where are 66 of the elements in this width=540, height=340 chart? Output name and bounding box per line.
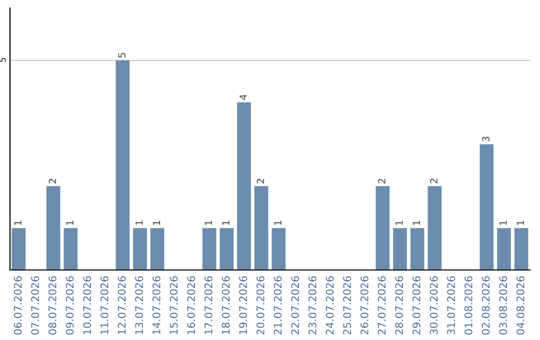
x-tick-label: 17.07.2026 — [204, 276, 212, 334]
bar — [116, 60, 130, 270]
x-tick-label: 03.08.2026 — [499, 276, 508, 335]
data-label: 4 — [240, 94, 247, 100]
x-tick-label: 21.07.2026 — [274, 276, 282, 334]
data-label: 1 — [396, 220, 403, 225]
data-label: 2 — [378, 178, 386, 184]
x-tick-label: 08.07.2026 — [48, 276, 56, 335]
data-label: 1 — [222, 220, 230, 225]
bar — [393, 228, 407, 270]
bar — [272, 228, 286, 270]
data-label: 1 — [274, 220, 282, 225]
bar — [480, 144, 494, 270]
bar — [220, 228, 234, 270]
data-label: 1 — [136, 220, 143, 225]
data-label: 2 — [48, 178, 56, 184]
bar — [12, 228, 26, 270]
bar — [150, 228, 164, 270]
data-label: 5 — [118, 52, 126, 58]
x-tick-label: 12.07.2026 — [118, 276, 126, 334]
bar — [254, 186, 268, 270]
x-tick-label: 31.07.2026 — [447, 276, 456, 334]
x-tick-label: 09.07.2026 — [66, 276, 74, 335]
x-tick-label: 26.07.2026 — [360, 276, 368, 334]
data-label: 1 — [204, 220, 212, 225]
x-tick-label: 18.07.2026 — [222, 276, 230, 334]
bar — [46, 186, 60, 270]
x-tick-label: 02.08.2026 — [482, 276, 490, 335]
bar — [410, 228, 424, 270]
data-label: 3 — [482, 136, 490, 142]
x-tick-label: 27.07.2026 — [378, 276, 386, 334]
x-tick-label: 15.07.2026 — [170, 276, 178, 334]
x-tick-label: 29.07.2026 — [412, 276, 420, 334]
x-tick-label: 24.07.2026 — [326, 276, 334, 334]
x-tick-label: 10.07.2026 — [83, 276, 92, 334]
x-tick-label: 28.07.2026 — [395, 276, 404, 334]
bar — [514, 228, 528, 270]
data-label: 1 — [66, 220, 74, 225]
data-label: 1 — [412, 220, 420, 225]
x-tick-label: 04.08.2026 — [516, 276, 524, 335]
x-tick-label: 13.07.2026 — [135, 276, 144, 334]
bar — [237, 102, 251, 270]
x-tick-label: 07.07.2026 — [31, 276, 40, 335]
x-tick-label: 22.07.2026 — [291, 276, 300, 334]
data-label: 2 — [256, 178, 264, 184]
bar — [133, 228, 147, 270]
bar — [428, 186, 442, 270]
x-tick-label: 20.07.2026 — [256, 276, 264, 334]
x-tick-label: 14.07.2026 — [152, 276, 160, 334]
data-label: 1 — [516, 220, 524, 225]
x-tick-label: 30.07.2026 — [430, 276, 438, 334]
bar — [376, 186, 390, 270]
x-tick-label: 25.07.2026 — [343, 276, 352, 334]
data-label: 1 — [152, 220, 160, 225]
x-tick-label: 23.07.2026 — [308, 276, 316, 334]
x-tick-label: 19.07.2026 — [239, 276, 248, 334]
data-label: 1 — [500, 220, 507, 225]
bar — [64, 228, 78, 270]
data-label: 2 — [430, 178, 438, 184]
x-tick-label: 01.08.2026 — [464, 276, 472, 335]
x-tick-label: 11.07.2026 — [100, 276, 108, 334]
x-tick-label: 16.07.2026 — [187, 276, 196, 334]
data-label: 1 — [14, 220, 22, 225]
bar — [202, 228, 216, 270]
bar — [497, 228, 511, 270]
x-tick-label: 06.07.2026 — [14, 276, 22, 335]
